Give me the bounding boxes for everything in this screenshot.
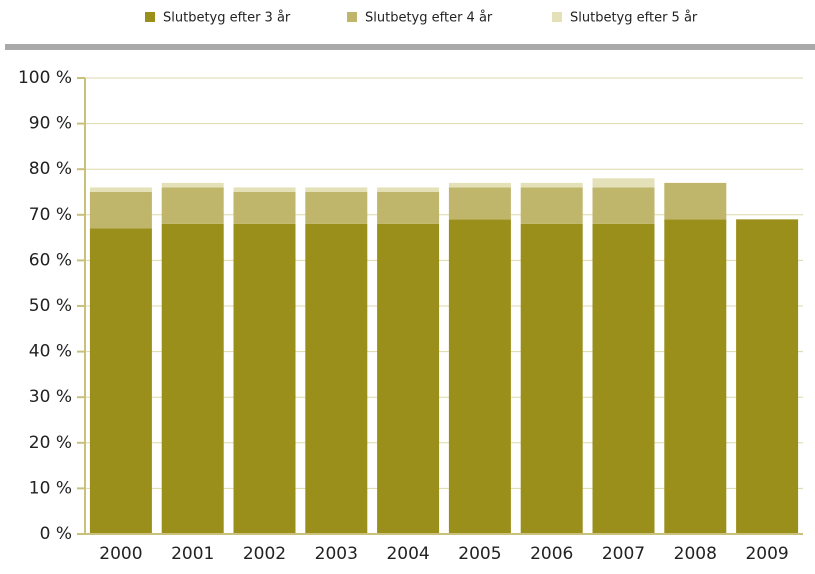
y-tick-label: 70 % (29, 205, 72, 225)
x-tick-label: 2006 (530, 544, 573, 564)
bar-segment (448, 219, 511, 535)
bar-segment (89, 192, 152, 229)
y-tick-label: 60 % (29, 250, 72, 270)
x-tick-label: 2002 (243, 544, 286, 564)
bar-segment (233, 192, 296, 224)
bar-segment (377, 223, 440, 535)
y-tick-label: 80 % (29, 159, 72, 179)
legend-label: Slutbetyg efter 3 år (163, 11, 291, 26)
y-tick-label: 20 % (29, 433, 72, 453)
bar-segment (89, 187, 152, 192)
bar-segment (89, 228, 152, 535)
bar-segment (592, 178, 655, 188)
x-tick-label: 2005 (458, 544, 501, 564)
bar-segment (664, 219, 727, 535)
x-tick-label: 2007 (602, 544, 645, 564)
bar-segment (161, 223, 224, 535)
bar-segment (305, 192, 368, 224)
y-tick-label: 30 % (29, 387, 72, 407)
y-tick-label: 100 % (18, 68, 72, 88)
bar-segment (736, 219, 799, 535)
bar-segment (305, 187, 368, 192)
bar-segment (377, 192, 440, 224)
x-tick-label: 2008 (674, 544, 717, 564)
bar-segment (520, 187, 583, 224)
y-tick-label: 10 % (29, 478, 72, 498)
bar-segment (448, 182, 511, 188)
legend-swatch (552, 12, 562, 22)
x-tick-label: 2000 (99, 544, 142, 564)
bar-segment (448, 187, 511, 220)
bar-segment (161, 187, 224, 224)
bar-segment (520, 182, 583, 188)
bar-segment (305, 223, 368, 535)
bar-segment (664, 182, 727, 220)
bar-segment (233, 187, 296, 192)
legend-swatch (145, 12, 155, 22)
bar-segment (592, 187, 655, 224)
x-tick-label: 2004 (386, 544, 429, 564)
x-tick-label: 2001 (171, 544, 214, 564)
legend-swatch (347, 12, 357, 22)
x-tick-label: 2003 (315, 544, 358, 564)
bar-segment (520, 223, 583, 535)
y-tick-label: 90 % (29, 114, 72, 134)
y-tick-label: 40 % (29, 342, 72, 362)
separator-bar (5, 44, 815, 50)
x-tick-label: 2009 (745, 544, 788, 564)
bar-segment (592, 223, 655, 535)
bar-segment (233, 223, 296, 535)
y-tick-label: 0 % (40, 524, 72, 544)
bar-segment (377, 187, 440, 192)
y-tick-label: 50 % (29, 296, 72, 316)
legend-label: Slutbetyg efter 5 år (570, 11, 698, 26)
legend-label: Slutbetyg efter 4 år (365, 11, 493, 26)
bar-segment (161, 182, 224, 188)
